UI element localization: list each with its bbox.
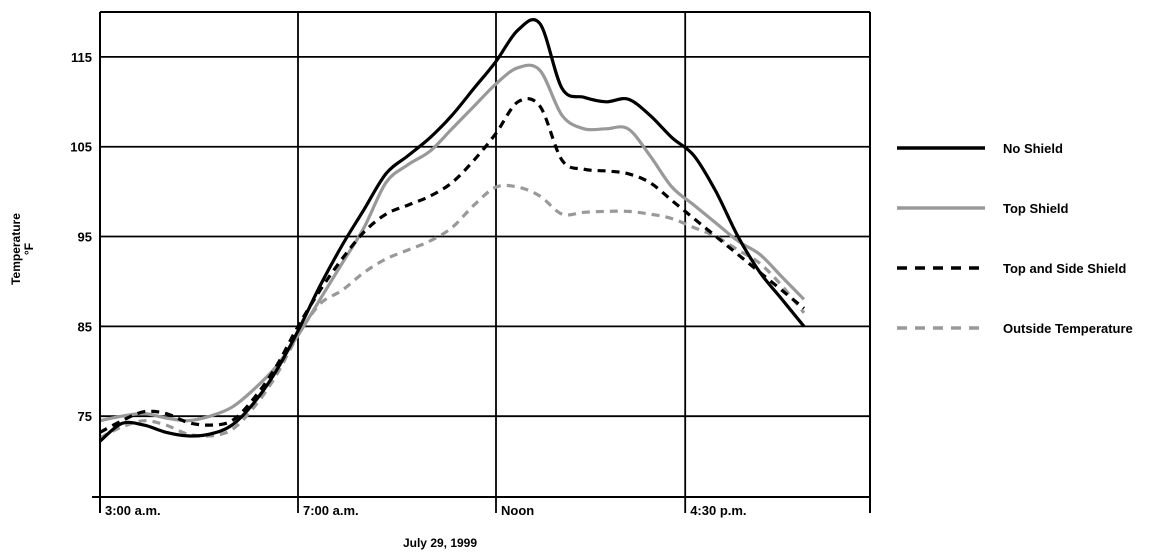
legend: No Shield Top Shield Top and Side Shield Ou…	[897, 141, 1133, 336]
series-lines	[98, 18, 806, 443]
x-tick-label: 3:00 a.m.	[105, 503, 161, 518]
y-tick-label: 85	[78, 319, 92, 334]
x-tick-label: 7:00 a.m.	[303, 503, 359, 518]
legend-label-top-and-side-shield: Top and Side Shield	[1003, 261, 1126, 276]
y-axis-title: Temperature °F	[9, 213, 36, 285]
legend-label-top-shield: Top Shield	[1003, 201, 1069, 216]
series-line-no-shield	[98, 18, 806, 443]
y-tick-label: 95	[78, 230, 92, 245]
x-axis-title: July 29, 1999	[403, 536, 477, 550]
y-axis-ticks: 75 85 95 105 115	[70, 50, 92, 424]
legend-label-outside-temperature: Outside Temperature	[1003, 321, 1133, 336]
series-line-top-shield	[99, 63, 806, 423]
x-axis-ticks: 3:00 a.m. 7:00 a.m. Noon 4:30 p.m.	[105, 503, 747, 518]
y-tick-label: 105	[70, 140, 92, 155]
y-axis-title-line1: Temperature	[9, 213, 23, 285]
series-line-top-and-side-shield	[99, 97, 806, 434]
y-axis-title-line2: °F	[22, 243, 36, 255]
axes	[92, 11, 871, 513]
x-tick-label: 4:30 p.m.	[690, 503, 746, 518]
x-tick-label: Noon	[501, 503, 534, 518]
y-tick-label: 115	[71, 50, 92, 65]
y-tick-label: 75	[78, 409, 92, 424]
legend-label-no-shield: No Shield	[1003, 141, 1063, 156]
